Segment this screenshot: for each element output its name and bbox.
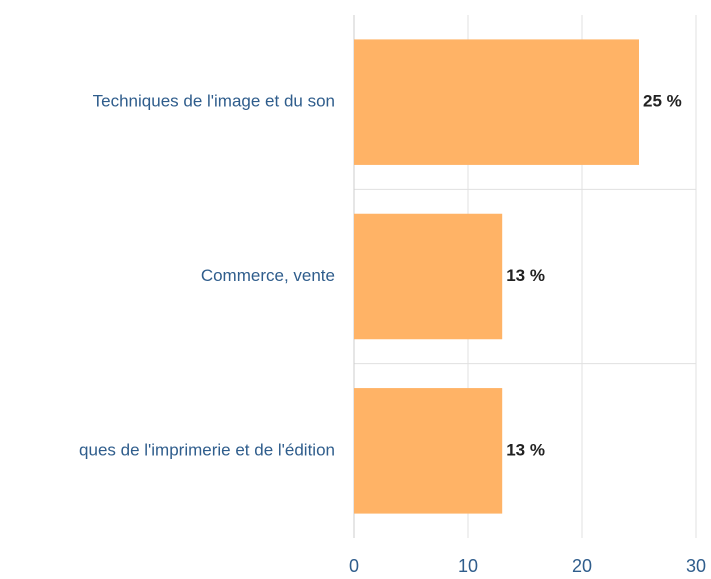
value-label: 25 % — [643, 92, 682, 111]
x-tick-label: 10 — [458, 556, 478, 576]
bar — [354, 388, 503, 514]
value-label: 13 % — [506, 440, 545, 459]
bar — [354, 39, 639, 165]
bar — [354, 213, 503, 340]
value-label: 13 % — [506, 266, 545, 285]
x-tick-label: 30 — [686, 556, 706, 576]
category-label: ques de l'imprimerie et de l'édition — [79, 440, 335, 459]
x-tick-label: 20 — [572, 556, 592, 576]
x-tick-label: 0 — [349, 556, 359, 576]
category-label: Techniques de l'image et du son — [93, 92, 335, 111]
category-label: Commerce, vente — [201, 266, 335, 285]
